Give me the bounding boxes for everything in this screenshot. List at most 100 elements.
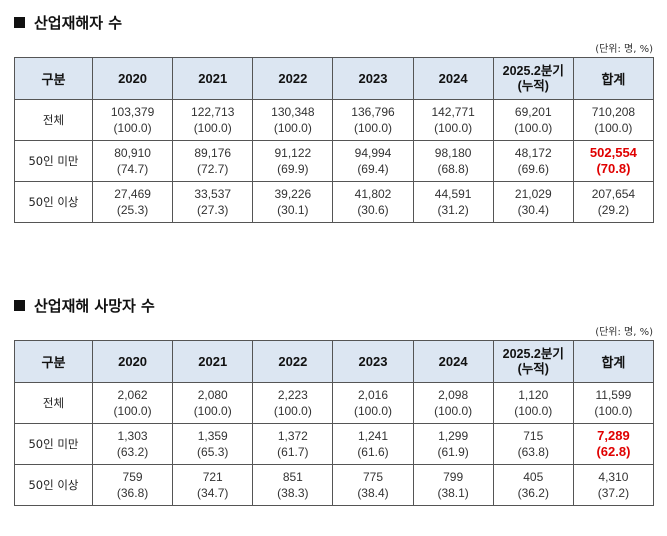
table-cell: 759 (36.8) [91,464,174,506]
table-cell: 2,016 (100.0) [332,382,414,424]
table-cell: 207,654 (29.2) [572,181,655,223]
cell-percent: (69.6) [517,162,549,176]
cell-value: 4,310 [598,470,629,484]
cell-value: 405 [523,470,544,484]
table-row: 전체 103,379 (100.0) 122,713 (100.0) 130,348… [14,99,655,141]
header-total: 합계 [572,340,655,383]
cell-percent: (62.8) [596,444,631,459]
cell-value: 2,080 [197,388,228,402]
cell-value: 91,122 [274,146,312,160]
row-label: 50인 미만 [14,140,93,182]
table-cell: 405 (36.2) [492,464,574,506]
table-cell: 39,226 (30.1) [252,181,334,223]
cell-value: 1,359 [197,429,228,443]
cell-value: 2,098 [438,388,469,402]
cell-value: 103,379 [110,105,155,119]
cell-value: 775 [362,470,383,484]
table-cell: 2,223 (100.0) [252,382,334,424]
cell-value: 721 [202,470,223,484]
header-category: 구분 [14,340,93,383]
cell-percent: (74.7) [116,162,149,176]
table-cell: 1,241 (61.6) [332,423,414,465]
cell-percent: (100.0) [353,404,392,418]
fatalities-table: 구분 2020 2021 2022 2023 2024 2025.2분기 (누적… [14,340,655,506]
cell-value: 2,016 [357,388,388,402]
cell-percent: (38.3) [277,486,309,500]
cell-percent: (30.1) [277,203,309,217]
header-row: 구분 2020 2021 2022 2023 2024 2025.2분기 (누적… [14,57,655,100]
cell-percent: (25.3) [116,203,149,217]
table-cell: 27,469 (25.3) [91,181,174,223]
table-cell: 2,080 (100.0) [172,382,254,424]
cell-percent: (100.0) [594,404,633,418]
cell-percent: (100.0) [113,404,152,418]
header-row: 구분 2020 2021 2022 2023 2024 2025.2분기 (누적… [14,340,655,383]
table-cell: 1,372 (61.7) [252,423,334,465]
table-cell: 799 (38.1) [412,464,494,506]
header-2025q2: 2025.2분기 (누적) [492,340,574,383]
table-cell: 48,172 (69.6) [492,140,574,182]
cell-value: 69,201 [514,105,552,119]
header-total: 합계 [572,57,655,100]
table-cell: 130,348 (100.0) [252,99,334,141]
unit-label: (단위: 명, %) [595,327,653,338]
cell-percent: (63.8) [517,445,549,459]
header-2023: 2023 [332,57,414,100]
header-2025q2-line2: (누적) [517,361,549,376]
cell-percent: (61.7) [277,445,309,459]
section-title: 산업재해자 수 [14,12,122,33]
table-cell: 2,062 (100.0) [91,382,174,424]
header-2025q2-line2: (누적) [517,78,549,93]
table-cell: 41,802 (30.6) [332,181,414,223]
cell-value: 1,303 [117,429,148,443]
section-title: 산업재해 사망자 수 [14,295,155,316]
table-row: 50인 미만 80,910 (74.7) 89,176 (72.7) 91,122 (… [14,140,655,182]
row-label: 전체 [14,99,93,141]
table-cell: 1,299 (61.9) [412,423,494,465]
cell-percent: (100.0) [514,404,553,418]
header-2023: 2023 [332,340,414,383]
cell-percent: (100.0) [514,121,553,135]
cell-value: 94,994 [354,146,392,160]
table-cell: 80,910 (74.7) [91,140,174,182]
table-cell: 98,180 (68.8) [412,140,494,182]
cell-percent: (100.0) [434,404,473,418]
table-row: 50인 이상 27,469 (25.3) 33,537 (27.3) 39,226 (… [14,181,655,223]
cell-value: 1,120 [518,388,549,402]
section-title-text: 산업재해 사망자 수 [34,297,155,315]
table-cell: 715 (63.8) [492,423,574,465]
table-cell: 44,591 (31.2) [412,181,494,223]
table-cell: 142,771 (100.0) [412,99,494,141]
cell-value: 122,713 [191,105,235,119]
table-cell: 775 (38.4) [332,464,414,506]
section-title-text: 산업재해자 수 [34,14,123,32]
cell-percent: (100.0) [193,404,232,418]
cell-percent: (30.6) [357,203,389,217]
cell-value: 1,299 [438,429,469,443]
cell-value: 715 [523,429,544,443]
cell-value: 130,348 [271,105,315,119]
header-2020: 2020 [91,340,174,383]
table-cell: 91,122 (69.9) [252,140,334,182]
cell-value: 136,796 [351,105,395,119]
injured-table: 구분 2020 2021 2022 2023 2024 2025.2분기 (누적… [14,57,655,223]
cell-percent: (69.9) [277,162,309,176]
cell-percent: (100.0) [434,121,473,135]
cell-percent: (68.8) [437,162,469,176]
cell-percent: (65.3) [197,445,229,459]
table-cell: 103,379 (100.0) [91,99,174,141]
table-cell: 4,310 (37.2) [572,464,655,506]
cell-value: 80,910 [114,146,151,160]
table-cell: 721 (34.7) [172,464,254,506]
table-row: 50인 미만 1,303 (63.2) 1,359 (65.3) 1,372 (61.… [14,423,655,465]
header-2025q2-line1: 2025.2분기 [502,346,564,361]
header-2024: 2024 [412,57,494,100]
cell-percent: (100.0) [594,121,633,135]
header-2025q2: 2025.2분기 (누적) [492,57,574,100]
header-2022: 2022 [252,340,334,383]
cell-value: 39,226 [274,187,312,201]
row-label: 50인 이상 [14,181,93,223]
cell-value: 799 [443,470,464,484]
table-cell: 89,176 (72.7) [172,140,254,182]
cell-value: 2,223 [277,388,308,402]
